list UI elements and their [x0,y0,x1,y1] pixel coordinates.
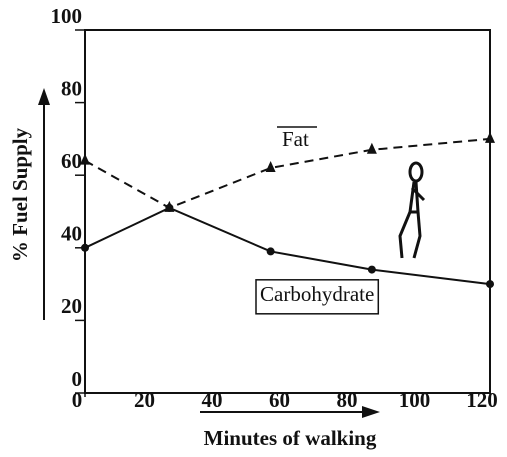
x-axis-title: Minutes of walking [204,426,377,450]
data-point [368,266,376,274]
series-label: Fat [282,127,309,151]
x-tick-label: 100 [399,388,431,412]
data-point [267,247,275,255]
y-tick-label: 100 [51,4,83,28]
y-tick-label: 80 [61,76,82,100]
data-point [266,161,276,172]
x-tick-label: 40 [202,388,223,412]
x-tick-label: 0 [72,388,83,412]
data-point [486,280,494,288]
x-tick-label: 60 [269,388,290,412]
y-tick-label: 60 [61,149,82,173]
x-arrow-head [362,406,380,418]
plot-frame [85,30,490,393]
chart: Minutes of walking % Fuel Supply 0 20 40 60… [0,0,507,457]
page: Minutes of walking % Fuel Supply 0 20 40 60… [0,0,507,457]
data-point [81,244,89,252]
data-point [165,204,173,212]
series-line [85,208,490,284]
data-point [485,132,495,143]
x-tick-label: 120 [466,388,498,412]
y-tick-label: 40 [61,222,82,246]
y-arrow-head [38,88,50,105]
x-tick-label: 20 [134,388,155,412]
y-tick-label: 20 [61,294,82,318]
data-point [367,143,377,154]
walker-figure [400,163,424,258]
series-label: Carbohydrate [260,282,374,306]
y-axis-title: % Fuel Supply [8,127,32,262]
x-tick-label: 80 [337,388,358,412]
